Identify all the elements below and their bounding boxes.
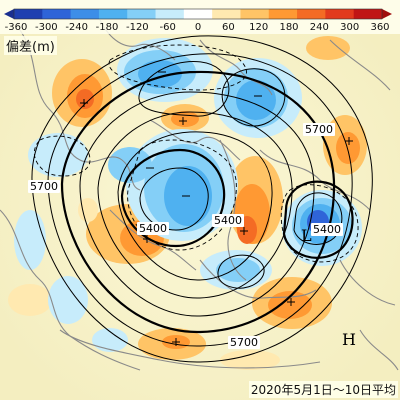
contour-value-label: 5700 (28, 180, 60, 193)
colorbar-swatch (297, 9, 326, 19)
negative-anomaly-shading (14, 38, 362, 352)
unit-label: 偏差(m) (4, 36, 57, 55)
colorbar-tick-label: 120 (249, 22, 268, 33)
colorbar-swatch (42, 9, 72, 19)
colorbar-swatch (98, 9, 128, 19)
colorbar-tick-label: -60 (159, 22, 175, 33)
colorbar: -360 -300 -240 -180 -120 -60 0 60 120 180 240 300 36… (0, 0, 400, 34)
colorbar-tick-label: 180 (279, 22, 298, 33)
low-pressure-marker: L (301, 226, 312, 245)
contour-value-label: 5400 (137, 222, 169, 235)
colorbar-swatch (183, 9, 213, 19)
dashed-contours (33, 44, 359, 263)
colorbar-left-arrow (4, 9, 14, 19)
colorbar-tick-label: 360 (370, 22, 389, 33)
colorbar-swatch (240, 9, 270, 19)
contour-value-label: 5400 (212, 214, 244, 227)
colorbar-tick-label: -120 (126, 22, 149, 33)
colorbar-tick-label: -180 (96, 22, 119, 33)
averaging-period-label: 2020年5月1日～10日平均 (248, 381, 398, 398)
colorbar-swatch (353, 9, 383, 19)
contour-value-label: 5700 (228, 336, 260, 349)
high-pressure-marker: H (342, 330, 356, 349)
colorbar-tick-label: 300 (340, 22, 359, 33)
colorbar-tick-label: 0 (195, 22, 201, 33)
colorbar-border (13, 8, 383, 20)
height-contours (31, 35, 373, 363)
colorbar-tick-label: 60 (222, 22, 235, 33)
colorbar-swatch (325, 9, 355, 19)
colorbar-swatch (268, 9, 298, 19)
coastlines (0, 19, 399, 371)
positive-anomaly-markers (80, 99, 353, 346)
colorbar-tick-label: -360 (5, 22, 28, 33)
contour-value-label: 5700 (303, 123, 335, 136)
colorbar-right-arrow (382, 9, 392, 19)
colorbar-swatch (127, 9, 157, 19)
colorbar-swatch (70, 9, 100, 19)
colorbar-tick-label: -300 (35, 22, 58, 33)
colorbar-swatch (212, 9, 241, 19)
colorbar-swatch (14, 9, 43, 19)
contour-value-label: 5400 (311, 223, 343, 236)
colorbar-swatch (155, 9, 185, 19)
colorbar-tick-label: -240 (65, 22, 88, 33)
colorbar-tick-label: 240 (310, 22, 329, 33)
